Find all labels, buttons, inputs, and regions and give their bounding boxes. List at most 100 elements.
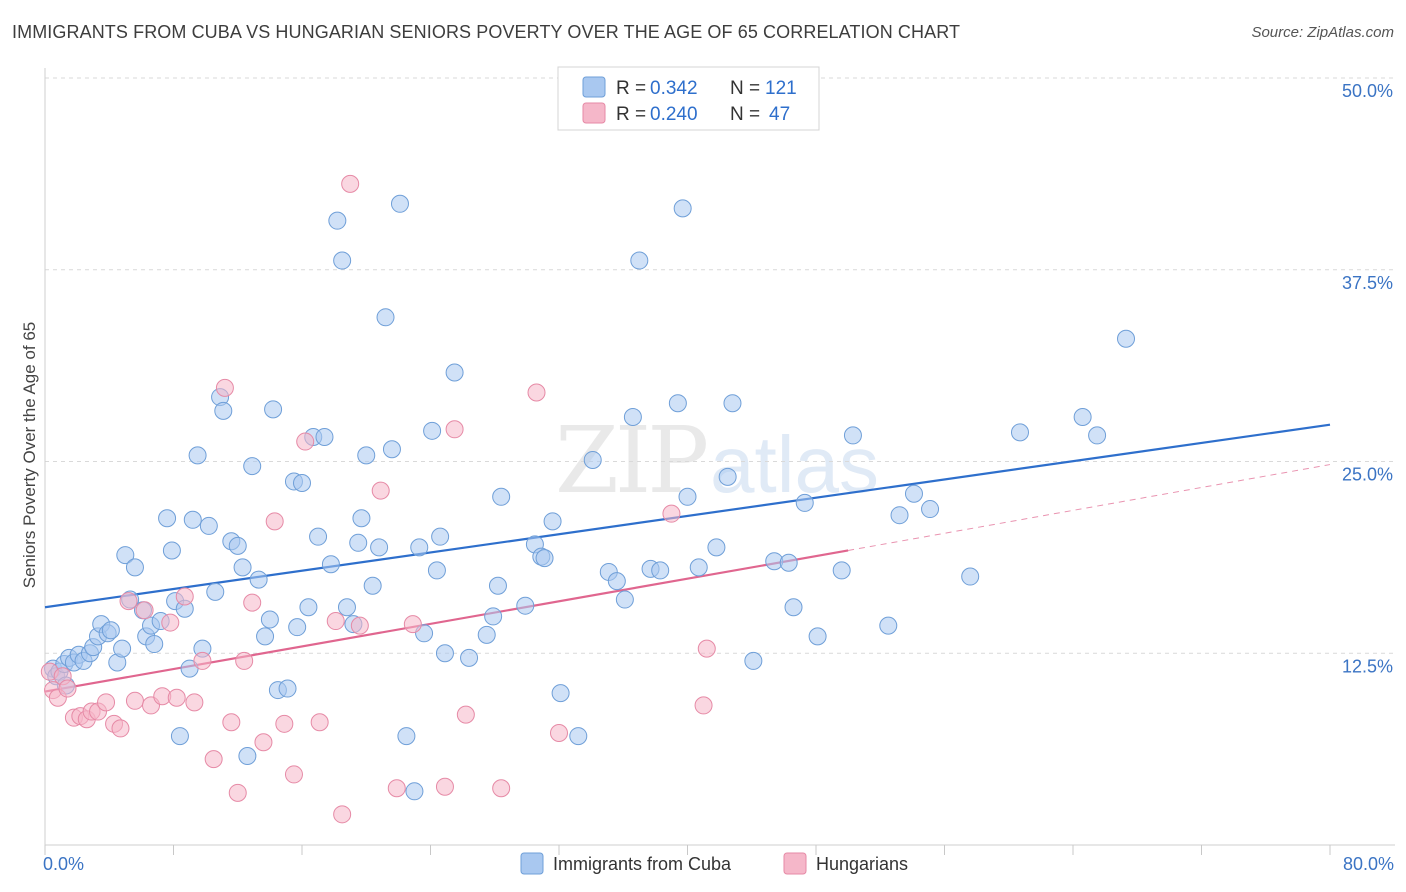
point-cuba-121 [1117, 329, 1136, 348]
point-hungarians-21 [185, 693, 204, 712]
point-cuba-108 [784, 598, 803, 617]
point-hungarians-44 [456, 705, 475, 724]
point-cuba-116 [921, 500, 940, 519]
point-cuba-44 [256, 627, 275, 646]
point-cuba-119 [1073, 408, 1092, 427]
y-tick-label-3: 50.0% [1342, 81, 1393, 101]
point-cuba-14 [101, 621, 120, 640]
point-cuba-69 [397, 727, 416, 746]
point-hungarians-40 [387, 779, 406, 798]
point-hungarians-45 [492, 779, 511, 798]
point-hungarians-10 [97, 693, 116, 712]
point-cuba-100 [678, 487, 697, 506]
point-cuba-42 [243, 457, 262, 476]
point-cuba-59 [337, 598, 356, 617]
point-cuba-110 [808, 627, 827, 646]
trend-line-hungarians-extension [848, 464, 1331, 551]
point-cuba-54 [309, 527, 328, 546]
point-cuba-107 [779, 553, 798, 572]
point-cuba-67 [382, 440, 401, 459]
point-hungarians-31 [275, 714, 294, 733]
point-hungarians-36 [333, 805, 352, 824]
point-cuba-19 [125, 558, 144, 577]
point-hungarians-20 [175, 587, 194, 606]
y-axis-label: Seniors Poverty Over the Age of 65 [20, 322, 39, 588]
point-hungarians-28 [243, 593, 262, 612]
point-cuba-16 [113, 639, 132, 658]
point-cuba-92 [607, 572, 626, 591]
point-hungarians-38 [350, 616, 369, 635]
point-cuba-87 [543, 512, 562, 531]
y-tick-label-0: 12.5% [1342, 656, 1393, 676]
point-cuba-111 [832, 561, 851, 580]
point-cuba-58 [333, 251, 352, 270]
point-hungarians-30 [265, 512, 284, 531]
x-tick-label-max: 80.0% [1343, 854, 1394, 874]
point-cuba-101 [689, 558, 708, 577]
series-legend-swatch-hungarians [783, 852, 807, 875]
point-cuba-117 [961, 567, 980, 586]
point-cuba-112 [843, 426, 862, 445]
point-cuba-35 [206, 582, 225, 601]
point-cuba-28 [170, 727, 189, 746]
point-cuba-94 [623, 408, 642, 427]
point-cuba-63 [357, 446, 376, 465]
point-cuba-45 [260, 610, 279, 629]
point-cuba-95 [630, 251, 649, 270]
point-cuba-120 [1088, 426, 1107, 445]
point-hungarians-42 [435, 777, 454, 796]
point-hungarians-12 [111, 719, 130, 738]
trend-line-hungarians [44, 549, 849, 693]
point-hungarians-19 [167, 688, 186, 707]
point-cuba-48 [278, 679, 297, 698]
point-cuba-52 [299, 598, 318, 617]
point-cuba-17 [116, 546, 135, 565]
legend-r-value-hungarians: 0.240 [650, 104, 698, 125]
legend-n-label-cuba: N = [730, 78, 760, 99]
point-cuba-98 [668, 394, 687, 413]
legend-n-value-hungarians: 47 [769, 104, 790, 125]
point-cuba-77 [445, 363, 464, 382]
point-hungarians-22 [193, 651, 212, 670]
point-hungarians-23 [204, 750, 223, 769]
series-legend: Immigrants from Cuba Hungarians [520, 852, 908, 875]
point-hungarians-24 [215, 378, 234, 397]
point-hungarians-43 [445, 420, 464, 439]
chart-title: IMMIGRANTS FROM CUBA VS HUNGARIAN SENIOR… [12, 22, 961, 42]
point-cuba-34 [199, 516, 218, 535]
point-cuba-104 [723, 394, 742, 413]
point-hungarians-26 [228, 783, 247, 802]
point-cuba-81 [488, 576, 507, 595]
point-cuba-89 [569, 727, 588, 746]
point-hungarians-14 [125, 691, 144, 710]
legend-r-label-hungarians: R = [616, 104, 646, 125]
point-hungarians-4 [58, 679, 77, 698]
point-hungarians-27 [235, 651, 254, 670]
legend-n-label-hungarians: N = [730, 104, 760, 125]
point-hungarians-46 [527, 383, 546, 402]
point-cuba-105 [744, 651, 763, 670]
axes [44, 68, 1395, 855]
legend-n-value-cuba: 121 [765, 78, 797, 99]
point-hungarians-18 [161, 613, 180, 632]
point-cuba-40 [233, 558, 252, 577]
point-cuba-39 [228, 536, 247, 555]
point-hungarians-25 [222, 713, 241, 732]
legend-r-value-cuba: 0.342 [650, 78, 698, 99]
point-hungarians-34 [310, 713, 329, 732]
point-cuba-64 [363, 576, 382, 595]
series-legend-label-cuba: Immigrants from Cuba [553, 854, 732, 874]
point-cuba-74 [427, 561, 446, 580]
point-hungarians-37 [341, 174, 360, 193]
point-cuba-93 [615, 590, 634, 609]
y-tick-label-1: 25.0% [1342, 465, 1393, 485]
point-hungarians-49 [694, 696, 713, 715]
point-cuba-68 [390, 194, 409, 213]
legend-swatch-hungarians [582, 102, 606, 124]
point-cuba-41 [238, 747, 257, 766]
point-cuba-78 [460, 648, 479, 667]
point-cuba-115 [904, 484, 923, 503]
point-hungarians-48 [662, 504, 681, 523]
point-cuba-82 [492, 487, 511, 506]
point-cuba-61 [349, 533, 368, 552]
